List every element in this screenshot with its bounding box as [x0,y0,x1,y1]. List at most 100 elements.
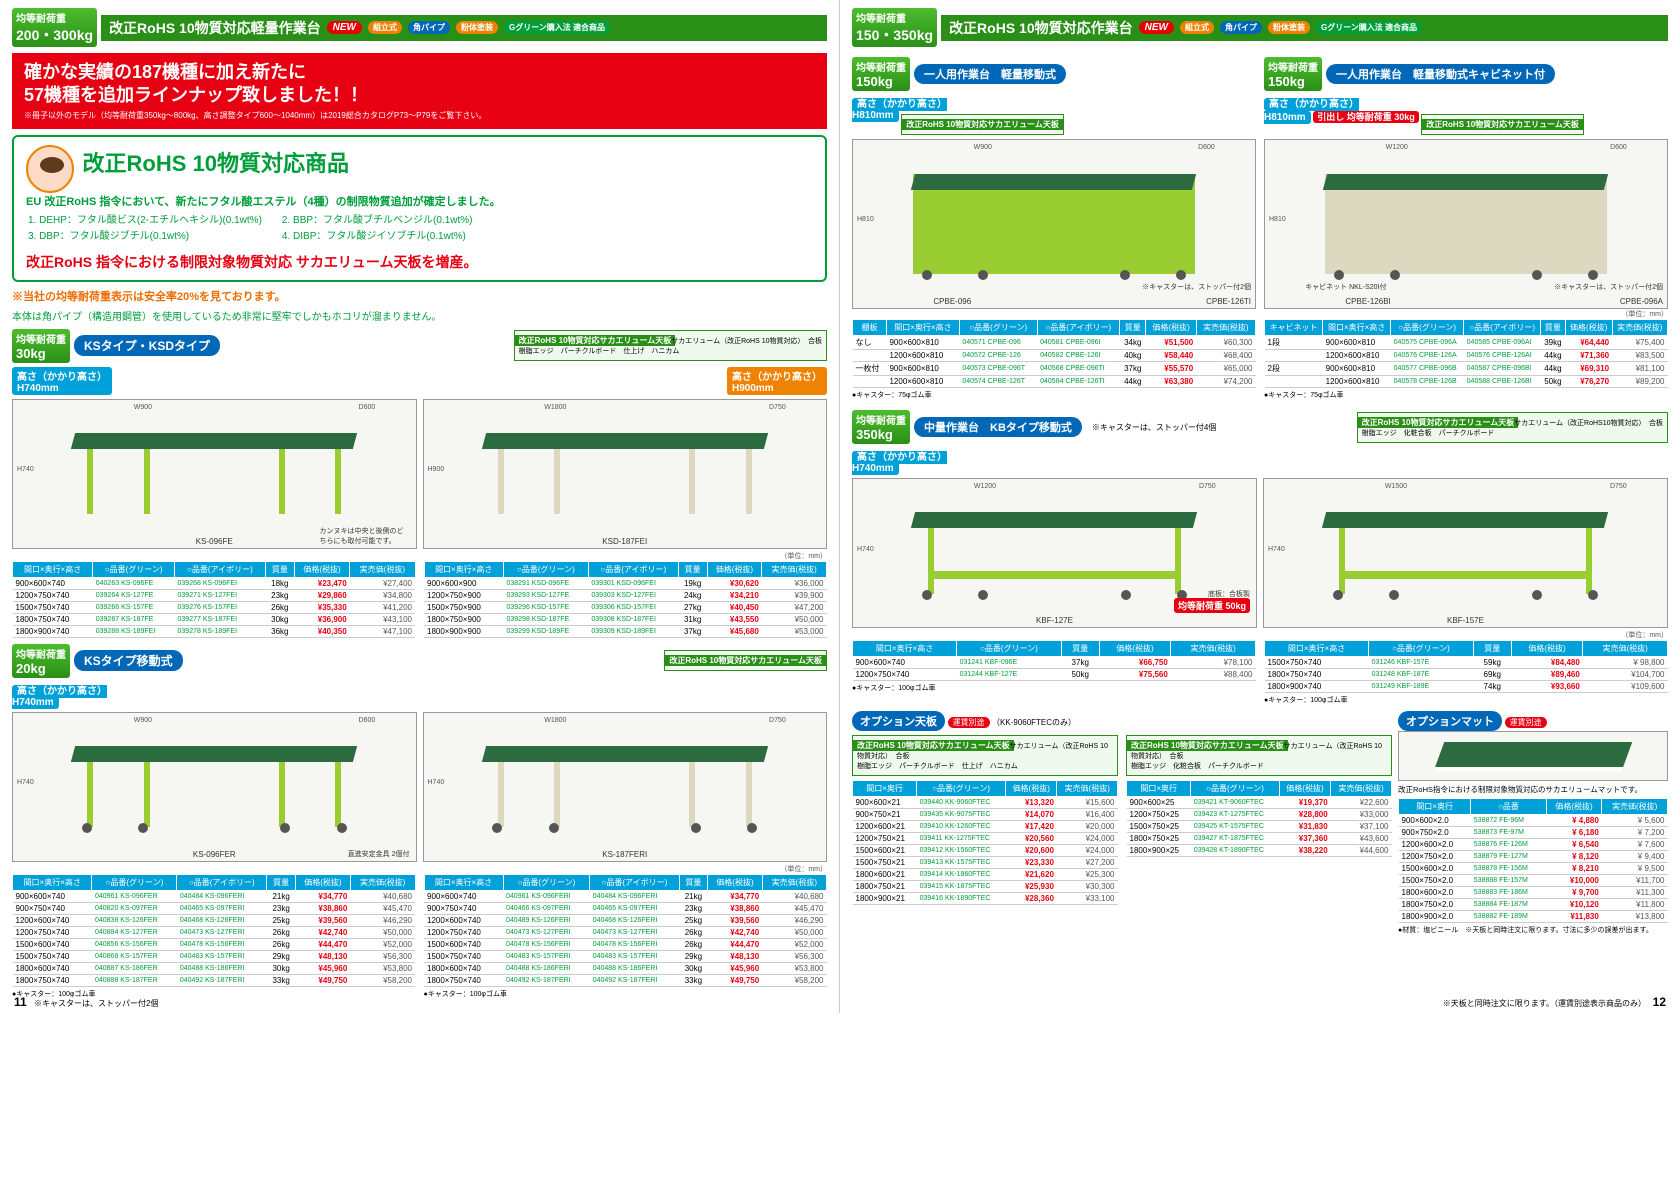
table-row: 1800×600×740040887 KS-186FER040488 KS-18… [13,962,416,974]
red-banner: 確かな実績の187機種に加え新たに 57機種を追加ラインナップ致しました！！ ※… [12,53,827,129]
table-row: 1800×900×21039416 KK-1890FTEC¥28,360¥33,… [853,893,1118,905]
table-ksm-r: 間口×奥行×高さ○品番(グリーン)○品番(アイボリー)質量価格(税抜)実売価(税… [424,874,828,987]
table-row: 1200×750×740040884 KS-127FER040473 KS-12… [13,926,416,938]
table-opt-tenban-kk: 間口×奥行○品番(グリーン)価格(税抜)実売価(税抜)900×600×21039… [852,780,1118,905]
table-row: 1800×750×740040888 KS-187FER040492 KS-18… [13,974,416,986]
product-image-ksd187fei: W1800 D750 H900 KSD-187FEI [423,399,828,549]
page-number: 11 [14,995,27,1009]
table-row: 1800×900×25039428 KT-1890FTEC¥38,220¥44,… [1127,845,1392,857]
table-row: 1200×600×740040838 KS-126FER040468 KS-12… [13,914,416,926]
table-row: 1500×750×2.0538888 FE-157M¥10,000¥11,700 [1399,875,1668,887]
page-number: 12 [1653,995,1666,1009]
opt-tenban-title: オプション天板 [852,711,945,731]
load-badge: 均等耐荷重200・300kg [12,8,97,47]
table-row: 900×600×740031241 KBF-096E37kg¥66,750¥78… [853,657,1256,669]
page-11: 均等耐荷重200・300kg 改正RoHS 10物質対応軽量作業台 NEW 組立… [0,0,840,1013]
table-row: 1800×750×25039427 KT-1875FTEC¥37,360¥43,… [1127,833,1392,845]
table-ksm-l: 間口×奥行×高さ○品番(グリーン)○品番(アイボリー)質量価格(税抜)実売価(税… [12,874,416,987]
table-row: 1500×750×21039413 KK-1575FTEC¥23,330¥27,… [853,857,1118,869]
product-image-ks096fer: W900 D600 H740 直進安定金具 2個付 KS-096FER [12,712,417,862]
table-kb-l: 間口×奥行×高さ○品番(グリーン)質量価格(税抜)実売価(税抜)900×600×… [852,640,1256,681]
table-row: 1200×600×740040489 KS-126FERI040468 KS-1… [424,914,827,926]
table-row: 900×600×740040961 KS-096FERI040484 KS-09… [424,890,827,902]
section-kb: 均等耐荷重350kg 中量作業台 KBタイプ移動式 ※キャスターは、ストッパー付… [852,410,1668,444]
product-image-kbf127e: W1200 D750 H740 底板：合板製 均等耐荷重 50kg KBF-12… [852,478,1257,628]
table-row: 1200×750×740040473 KS-127FERI040473 KS-1… [424,926,827,938]
table-row: 1800×750×740040492 KS-187FERI040492 KS-1… [424,974,827,986]
table-row: 1500×600×21039412 KK-1560FTEC¥20,600¥24,… [853,845,1118,857]
section-ksm: 均等耐荷重20kg KSタイプ移動式 改正RoHS 10物質対応サカエリューム天… [12,644,827,678]
table-row: 1800×600×21039414 KK-1860FTEC¥21,620¥25,… [853,869,1118,881]
table-row: 1500×600×740040478 KS-156FERI040478 KS-1… [424,938,827,950]
product-image-ks096fe: W900 D600 H740 カンヌキは中央と後側のどちらにも取付可能です。 K… [12,399,417,549]
table-row: 1800×900×2.0538882 FE-189M¥11,830¥13,800 [1399,911,1668,923]
table-row: 900×750×2.0538873 FE-97M¥ 6,180¥ 7,200 [1399,827,1668,839]
table-row: 900×750×740040820 KS-097FER040465 KS-097… [13,902,416,914]
table-row: 900×600×900038291 KSD-096FE039301 KSD-09… [424,577,827,589]
table-row: 1500×600×2.0538878 FE-156M¥ 8,210¥ 9,500 [1399,863,1668,875]
mascot-icon [26,145,74,193]
mat-image [1398,731,1668,781]
table-row: 1800×750×2.0538884 FE-187M¥10,120¥11,800 [1399,899,1668,911]
height-badge: 高さ（かかり高さ）H740mm [12,367,112,395]
table-row: 900×600×740040961 KS-096FER040484 KS-096… [13,890,416,902]
table-row: 900×750×740040466 KS-097FERI040465 KS-09… [424,902,827,914]
table-row: 900×600×21039440 KK-9060FTEC¥13,320¥15,6… [853,797,1118,809]
table-row: 1500×750×25039425 KT-1575FTEC¥31,830¥37,… [1127,821,1392,833]
table-ks: 間口×奥行×高さ○品番(グリーン)○品番(アイボリー)質量価格(税抜)実売価(税… [12,561,416,638]
table-row: 1500×750×740039266 KS-157FE039276 KS-157… [13,601,416,613]
table-row: なし900×600×810040571 CPBE-096040581 CPBE-… [853,336,1256,350]
table-kb-r: 間口×奥行×高さ○品番(グリーン)質量価格(税抜)実売価(税抜)1500×750… [1264,640,1668,693]
page-header-left: 均等耐荷重200・300kg 改正RoHS 10物質対応軽量作業台 NEW 組立… [12,8,827,47]
table-row: 1500×750×740040483 KS-157FERI040483 KS-1… [424,950,827,962]
table-row: 1200×750×740031244 KBF-127E50kg¥75,560¥8… [853,669,1256,681]
rohs-box: 改正RoHS 10物質対応商品 EU 改正RoHS 指令において、新たにフタル酸… [12,135,827,282]
table-row: 1800×600×2.0538883 FE-186M¥ 9,700¥11,300 [1399,887,1668,899]
table-row: 1200×750×21039411 KK-1275FTEC¥20,560¥24,… [853,833,1118,845]
table-row: 1200×750×740039264 KS-127FE039271 KS-127… [13,589,416,601]
product-image-ks187feri: W1800 D750 H740 KS-187FERI [423,712,828,862]
table-row: 1800×750×21039415 KK-1875FTEC¥25,930¥30,… [853,881,1118,893]
page-title: 改正RoHS 10物質対応軽量作業台 NEW 組立式 角パイプ 粉体塗装 Gグリ… [101,15,827,41]
product-image-cpbe126bi: W1200 D600 H810 キャビネット NKL-S20I付 CPBE-12… [1264,139,1668,309]
table-cpbe-r: キャビネット間口×奥行×高さ○品番(グリーン)○品番(アイボリー)質量価格(税抜… [1264,319,1668,388]
table-row: 1200×600×810040572 CPBE-126040582 CPBE-1… [853,350,1256,362]
table-row: 1200×600×810040576 CPBE-126A040576 CPBE-… [1265,350,1668,362]
table-cpbe-l: 棚板間口×奥行×高さ○品番(グリーン)○品番(アイボリー)質量価格(税抜)実売価… [852,319,1256,388]
table-row: 900×600×2.0538872 FE-96M¥ 4,880¥ 5,600 [1399,815,1668,827]
table-row: 1200×600×2.0538876 FE-126M¥ 6,540¥ 7,600 [1399,839,1668,851]
table-row: 1800×750×740039287 KS-187FE039277 KS-187… [13,613,416,625]
table-row: 1800×900×740039288 KS-189FEI039278 KS-18… [13,625,416,637]
table-row: 1200×600×810040578 CPBE-126B040588 CPBE-… [1265,376,1668,388]
table-row: 1段900×600×810040575 CPBE-096A040585 CPBE… [1265,336,1668,350]
table-row: 一枚付900×600×810040573 CPBE-096T040568 CPB… [853,362,1256,376]
product-image-kbf157e: W1500 D750 H740 KBF-157E [1263,478,1668,628]
table-row: 1800×900×900039299 KSD-189FE039309 KSD-1… [424,625,827,637]
table-row: 1800×750×740031248 KBF-187E69kg¥89,460¥1… [1265,669,1668,681]
table-row: 900×600×25039421 KT-9060FTEC¥19,370¥22,6… [1127,797,1392,809]
product-image-cpbe096: W900 D600 H810 CPBE-096 CPBE-126TI ※キャスタ… [852,139,1256,309]
table-opt-tenban-kt: 間口×奥行○品番(グリーン)価格(税抜)実売価(税抜)900×600×25039… [1126,780,1392,857]
pipe-note: 本体は角パイプ（構造用鋼管）を使用しているため非常に堅牢でしかもホコリが溜まりま… [12,308,827,323]
table-row: 1200×600×810040574 CPBE-126T040584 CPBE-… [853,376,1256,388]
table-row: 1500×750×740031246 KBF-157E59kg¥84,480¥ … [1265,657,1668,669]
page-header-right: 均等耐荷重150・350kg 改正RoHS 10物質対応作業台 NEW 組立式 … [852,8,1668,47]
safety-note: ※当社の均等耐荷重表示は安全率20%を見ております。 [12,288,827,304]
page-12: 均等耐荷重150・350kg 改正RoHS 10物質対応作業台 NEW 組立式 … [840,0,1680,1013]
table-row: 1200×750×900039293 KSD-127FE039303 KSD-1… [424,589,827,601]
table-row: 900×750×21039435 KK-9075FTEC¥14,070¥16,4… [853,809,1118,821]
new-badge: NEW [327,21,362,34]
table-row: 1200×600×21039410 KK-1260FTEC¥17,420¥20,… [853,821,1118,833]
table-row: 2段900×600×810040577 CPBE-096B040587 CPBE… [1265,362,1668,376]
table-row: 1200×750×2.0538879 FE-127M¥ 8,120¥ 9,400 [1399,851,1668,863]
table-row: 1500×750×900039296 KSD-157FE039306 KSD-1… [424,601,827,613]
table-row: 900×600×740040263 KS-096FE039268 KS-096F… [13,577,416,589]
table-opt-mat: 間口×奥行○品番価格(税抜)実売価(税抜)900×600×2.0538872 F… [1398,798,1668,923]
section-ks: 均等耐荷重30kg KSタイプ・KSDタイプ 改正RoHS 10物質対応サカエリ… [12,329,827,363]
table-row: 1200×750×25039423 KT-1275FTEC¥28,800¥33,… [1127,809,1392,821]
table-row: 1800×900×740031249 KBF-189E74kg¥93,660¥1… [1265,681,1668,693]
table-row: 1500×750×740040868 KS-157FER040483 KS-15… [13,950,416,962]
table-ksd: 間口×奥行×高さ○品番(グリーン)○品番(アイボリー)質量価格(税抜)実売価(税… [424,561,828,638]
table-row: 1800×750×900039298 KSD-187FE039308 KSD-1… [424,613,827,625]
opt-mat-title: オプションマット [1398,711,1502,731]
